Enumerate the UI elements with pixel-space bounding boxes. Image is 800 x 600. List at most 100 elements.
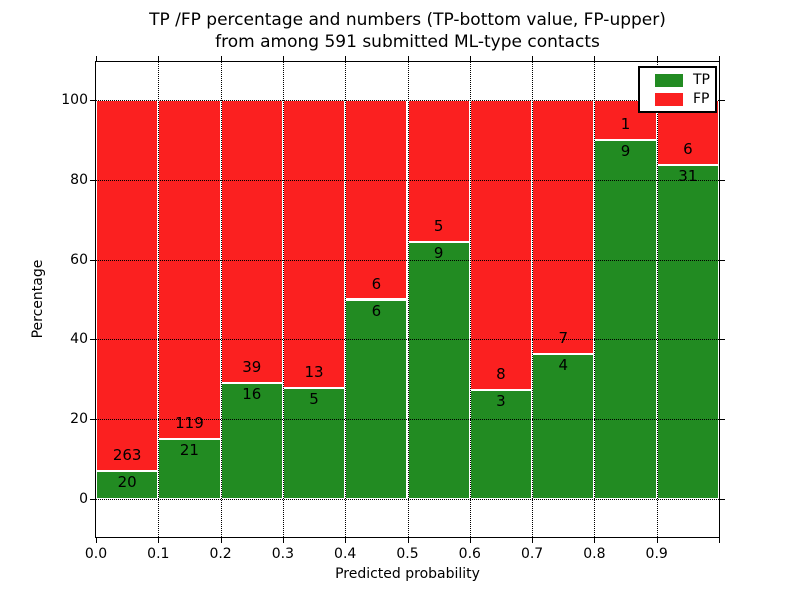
horizontal-gridline xyxy=(96,179,719,181)
tp-bar-segment xyxy=(158,439,221,500)
fp-bar-segment xyxy=(158,99,221,440)
chart-title-line1: TP /FP percentage and numbers (TP-bottom… xyxy=(149,10,666,30)
vertical-gridline xyxy=(532,62,534,537)
fp-count-label: 7 xyxy=(558,328,569,347)
x-axis-label: Predicted probability xyxy=(335,566,480,582)
plot-area: 263 20 119 21 39 16 13 5 6 6 5 9 8 3 7 4 1 9 6 31 xyxy=(96,62,719,537)
tp-count-label: 21 xyxy=(179,441,199,460)
tp-bar-segment xyxy=(532,353,595,500)
x-tick-mark-bottom xyxy=(407,538,409,543)
y-tick-mark-left xyxy=(90,179,95,181)
fp-count-label: 13 xyxy=(304,363,324,382)
y-tick-mark-right xyxy=(720,259,725,261)
x-tick-label: 0.9 xyxy=(645,546,668,562)
vertical-gridline xyxy=(469,62,471,537)
x-tick-mark-bottom xyxy=(532,538,534,543)
y-tick-label: 100 xyxy=(61,91,88,108)
tp-bar-segment xyxy=(469,390,533,500)
y-tick-label: 0 xyxy=(79,491,88,508)
x-tick-mark-top xyxy=(96,56,97,61)
fp-count-label: 1 xyxy=(620,114,631,133)
tp-count-label: 16 xyxy=(242,384,262,403)
legend-entry-tp: TP xyxy=(655,73,715,87)
y-tick-mark-right xyxy=(720,419,725,421)
fp-count-label: 6 xyxy=(683,139,693,158)
tp-swatch-icon xyxy=(655,73,683,87)
x-tick-mark-bottom xyxy=(594,538,596,543)
horizontal-gridline xyxy=(96,259,719,261)
x-tick-mark-bottom xyxy=(158,538,160,543)
y-tick-mark-right xyxy=(720,99,725,101)
y-tick-label: 40 xyxy=(70,331,88,348)
vertical-gridline xyxy=(656,62,658,537)
tp-count-label: 6 xyxy=(371,301,382,320)
y-tick-mark-left xyxy=(90,419,95,421)
x-tick-mark-top xyxy=(282,56,284,61)
vertical-gridline xyxy=(282,62,284,537)
x-tick-label: 0.1 xyxy=(147,546,170,562)
y-tick-mark-right xyxy=(720,339,725,341)
tp-bar-segment xyxy=(96,470,159,500)
x-tick-label: 0.8 xyxy=(583,546,606,562)
tp-count-label: 5 xyxy=(309,390,319,409)
x-tick-label: 0.2 xyxy=(209,546,232,562)
x-tick-mark-bottom xyxy=(220,538,222,543)
y-tick-mark-right xyxy=(720,499,725,501)
legend-label-tp: TP xyxy=(693,72,710,88)
fp-bar-segment xyxy=(220,99,283,383)
fp-bar-segment xyxy=(532,99,595,354)
x-tick-mark-top xyxy=(469,56,471,61)
y-tick-mark-left xyxy=(90,499,95,501)
tp-bar-segment xyxy=(656,164,719,500)
vertical-gridline xyxy=(594,62,596,537)
tp-bar-segment xyxy=(282,388,346,500)
vertical-gridline xyxy=(407,62,409,537)
y-axis-label: Percentage xyxy=(30,259,46,339)
horizontal-gridline xyxy=(96,419,719,421)
tp-count-label: 9 xyxy=(620,141,631,160)
fp-count-label: 6 xyxy=(371,274,382,293)
tp-count-label: 4 xyxy=(558,355,569,374)
fp-count-label: 263 xyxy=(112,445,142,464)
fp-count-label: 39 xyxy=(242,357,262,376)
legend-label-fp: FP xyxy=(693,91,710,107)
fp-bar-segment xyxy=(96,99,159,471)
tp-bar-segment xyxy=(345,299,408,500)
y-tick-mark-right xyxy=(720,179,725,181)
x-tick-mark-top xyxy=(220,56,222,61)
chart-title-line2: from among 591 submitted ML-type contact… xyxy=(215,32,600,52)
tp-count-label: 9 xyxy=(433,244,444,263)
tp-bar-segment xyxy=(407,242,470,500)
x-tick-label: 0.0 xyxy=(84,546,108,562)
fp-count-label: 119 xyxy=(175,414,204,433)
tp-count-label: 31 xyxy=(678,166,698,185)
tp-bar-segment xyxy=(594,139,657,500)
y-tick-mark-left xyxy=(90,99,95,101)
horizontal-gridline xyxy=(96,339,719,341)
x-tick-mark-bottom xyxy=(345,538,347,543)
x-tick-mark-top xyxy=(158,56,160,61)
fp-count-label: 8 xyxy=(496,365,506,384)
vertical-gridline xyxy=(158,62,160,537)
y-tick-mark-left xyxy=(90,259,95,261)
vertical-gridline xyxy=(220,62,222,537)
legend: TP FP xyxy=(638,66,717,113)
x-tick-mark-bottom xyxy=(96,538,97,543)
fp-bar-segment xyxy=(469,99,533,391)
tp-count-label: 20 xyxy=(117,472,137,491)
x-tick-mark-top xyxy=(532,56,534,61)
x-tick-mark-top xyxy=(719,56,720,61)
horizontal-gridline xyxy=(96,99,719,101)
x-tick-mark-bottom xyxy=(719,538,720,543)
x-tick-mark-bottom xyxy=(656,538,658,543)
horizontal-gridline xyxy=(96,499,719,501)
x-tick-mark-top xyxy=(594,56,596,61)
x-tick-mark-top xyxy=(656,56,658,61)
x-tick-mark-bottom xyxy=(469,538,471,543)
fp-bar-segment xyxy=(282,99,346,389)
y-tick-label: 80 xyxy=(70,171,88,188)
x-tick-label: 0.4 xyxy=(334,546,357,562)
fp-bar-segment xyxy=(345,99,408,300)
y-tick-mark-left xyxy=(90,339,95,341)
